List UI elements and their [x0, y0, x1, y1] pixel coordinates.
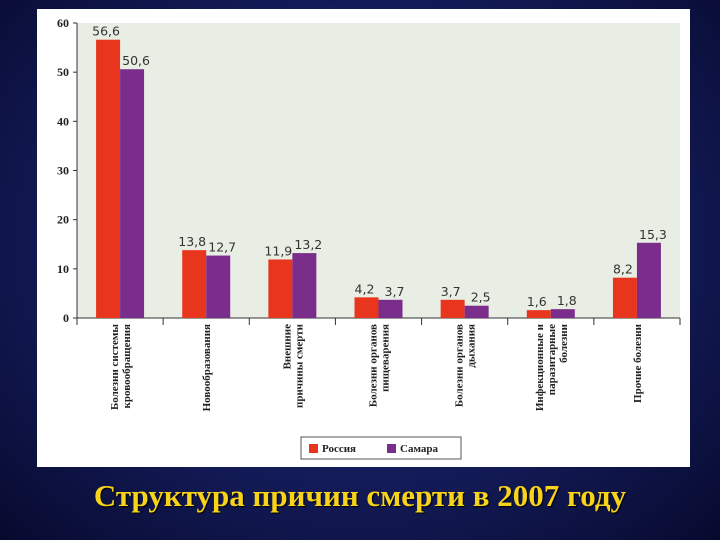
bar-russia	[182, 250, 207, 318]
data-label: 3,7	[441, 284, 461, 299]
bar-samara	[550, 309, 575, 318]
legend-box	[300, 436, 462, 460]
category-label-line: Прочие болезни	[632, 323, 644, 403]
category-label-line: дыхания	[466, 324, 478, 368]
data-label: 4,2	[355, 281, 375, 296]
category-label-line: Инфекционные и	[534, 323, 546, 411]
bar-chart: 0 10 20 30 40 50 60 56,650,6 Болезни системы кров…	[57, 16, 681, 460]
data-label: 3,7	[385, 284, 405, 299]
y-tick-label: 30	[57, 164, 69, 178]
bar-samara	[636, 242, 661, 318]
category-label: Инфекционные и паразитарные болезни	[534, 323, 570, 411]
y-tick-label: 10	[57, 262, 69, 276]
legend-swatch-russia	[309, 444, 318, 453]
category-label-line: пищеварения	[380, 324, 392, 392]
data-label: 12,7	[208, 240, 236, 255]
category-label-line: Внешние	[281, 324, 293, 370]
slide-title: Структура причин смерти в 2007 году	[93, 478, 627, 513]
bar-russia	[268, 259, 293, 318]
bar-russia	[612, 277, 637, 318]
y-tick-label: 40	[57, 114, 69, 128]
category-label-line: Болезни органов	[454, 324, 466, 407]
plot-area	[77, 23, 680, 318]
data-label: 13,8	[178, 234, 206, 249]
category-label: Болезни органов дыхания	[454, 324, 478, 407]
category-label: Болезни органов пищеварения	[368, 324, 392, 407]
bar-samara	[120, 69, 145, 318]
category-label-line: Болезни системы	[109, 324, 121, 410]
category-label: Новообразования	[201, 324, 213, 411]
bar-samara	[206, 255, 231, 318]
data-label: 2,5	[471, 290, 491, 305]
data-label: 1,6	[527, 294, 547, 309]
category-label: Прочие болезни	[632, 323, 644, 403]
category-label-line: паразитарные	[546, 324, 558, 395]
bar-samara	[378, 299, 403, 318]
data-label: 56,6	[92, 24, 120, 39]
y-tick-label: 0	[63, 311, 69, 325]
data-label: 1,8	[557, 293, 577, 308]
data-label: 11,9	[264, 243, 292, 258]
data-label: 15,3	[639, 227, 667, 242]
bar-samara	[464, 305, 489, 318]
legend-swatch-samara	[387, 444, 396, 453]
category-label: Внешние причины смерти	[281, 323, 305, 408]
y-tick-label: 60	[57, 16, 69, 30]
category-label-line: кровообращения	[121, 324, 133, 409]
legend-label: Самара	[400, 443, 438, 455]
category-label-line: Болезни органов	[368, 324, 380, 407]
category-label: Болезни системы кровообращения	[109, 324, 133, 410]
category-label-line: болезни	[558, 323, 570, 363]
bar-samara	[292, 253, 317, 318]
category-label-line: причины смерти	[293, 323, 305, 408]
y-tick-label: 20	[57, 213, 69, 227]
bar-russia	[354, 297, 379, 318]
bar-russia	[526, 310, 551, 318]
category-label-line: Новообразования	[201, 324, 213, 411]
data-label: 50,6	[122, 53, 150, 68]
chart-panel: 0 10 20 30 40 50 60 56,6 50,6 Болезни системы кров…	[37, 9, 690, 467]
legend-label: Россия	[322, 443, 356, 455]
data-label: 13,2	[294, 237, 322, 252]
bar-russia	[96, 39, 121, 318]
data-label: 8,2	[613, 262, 633, 277]
y-tick-label: 50	[57, 65, 69, 79]
bar-russia	[440, 299, 465, 318]
